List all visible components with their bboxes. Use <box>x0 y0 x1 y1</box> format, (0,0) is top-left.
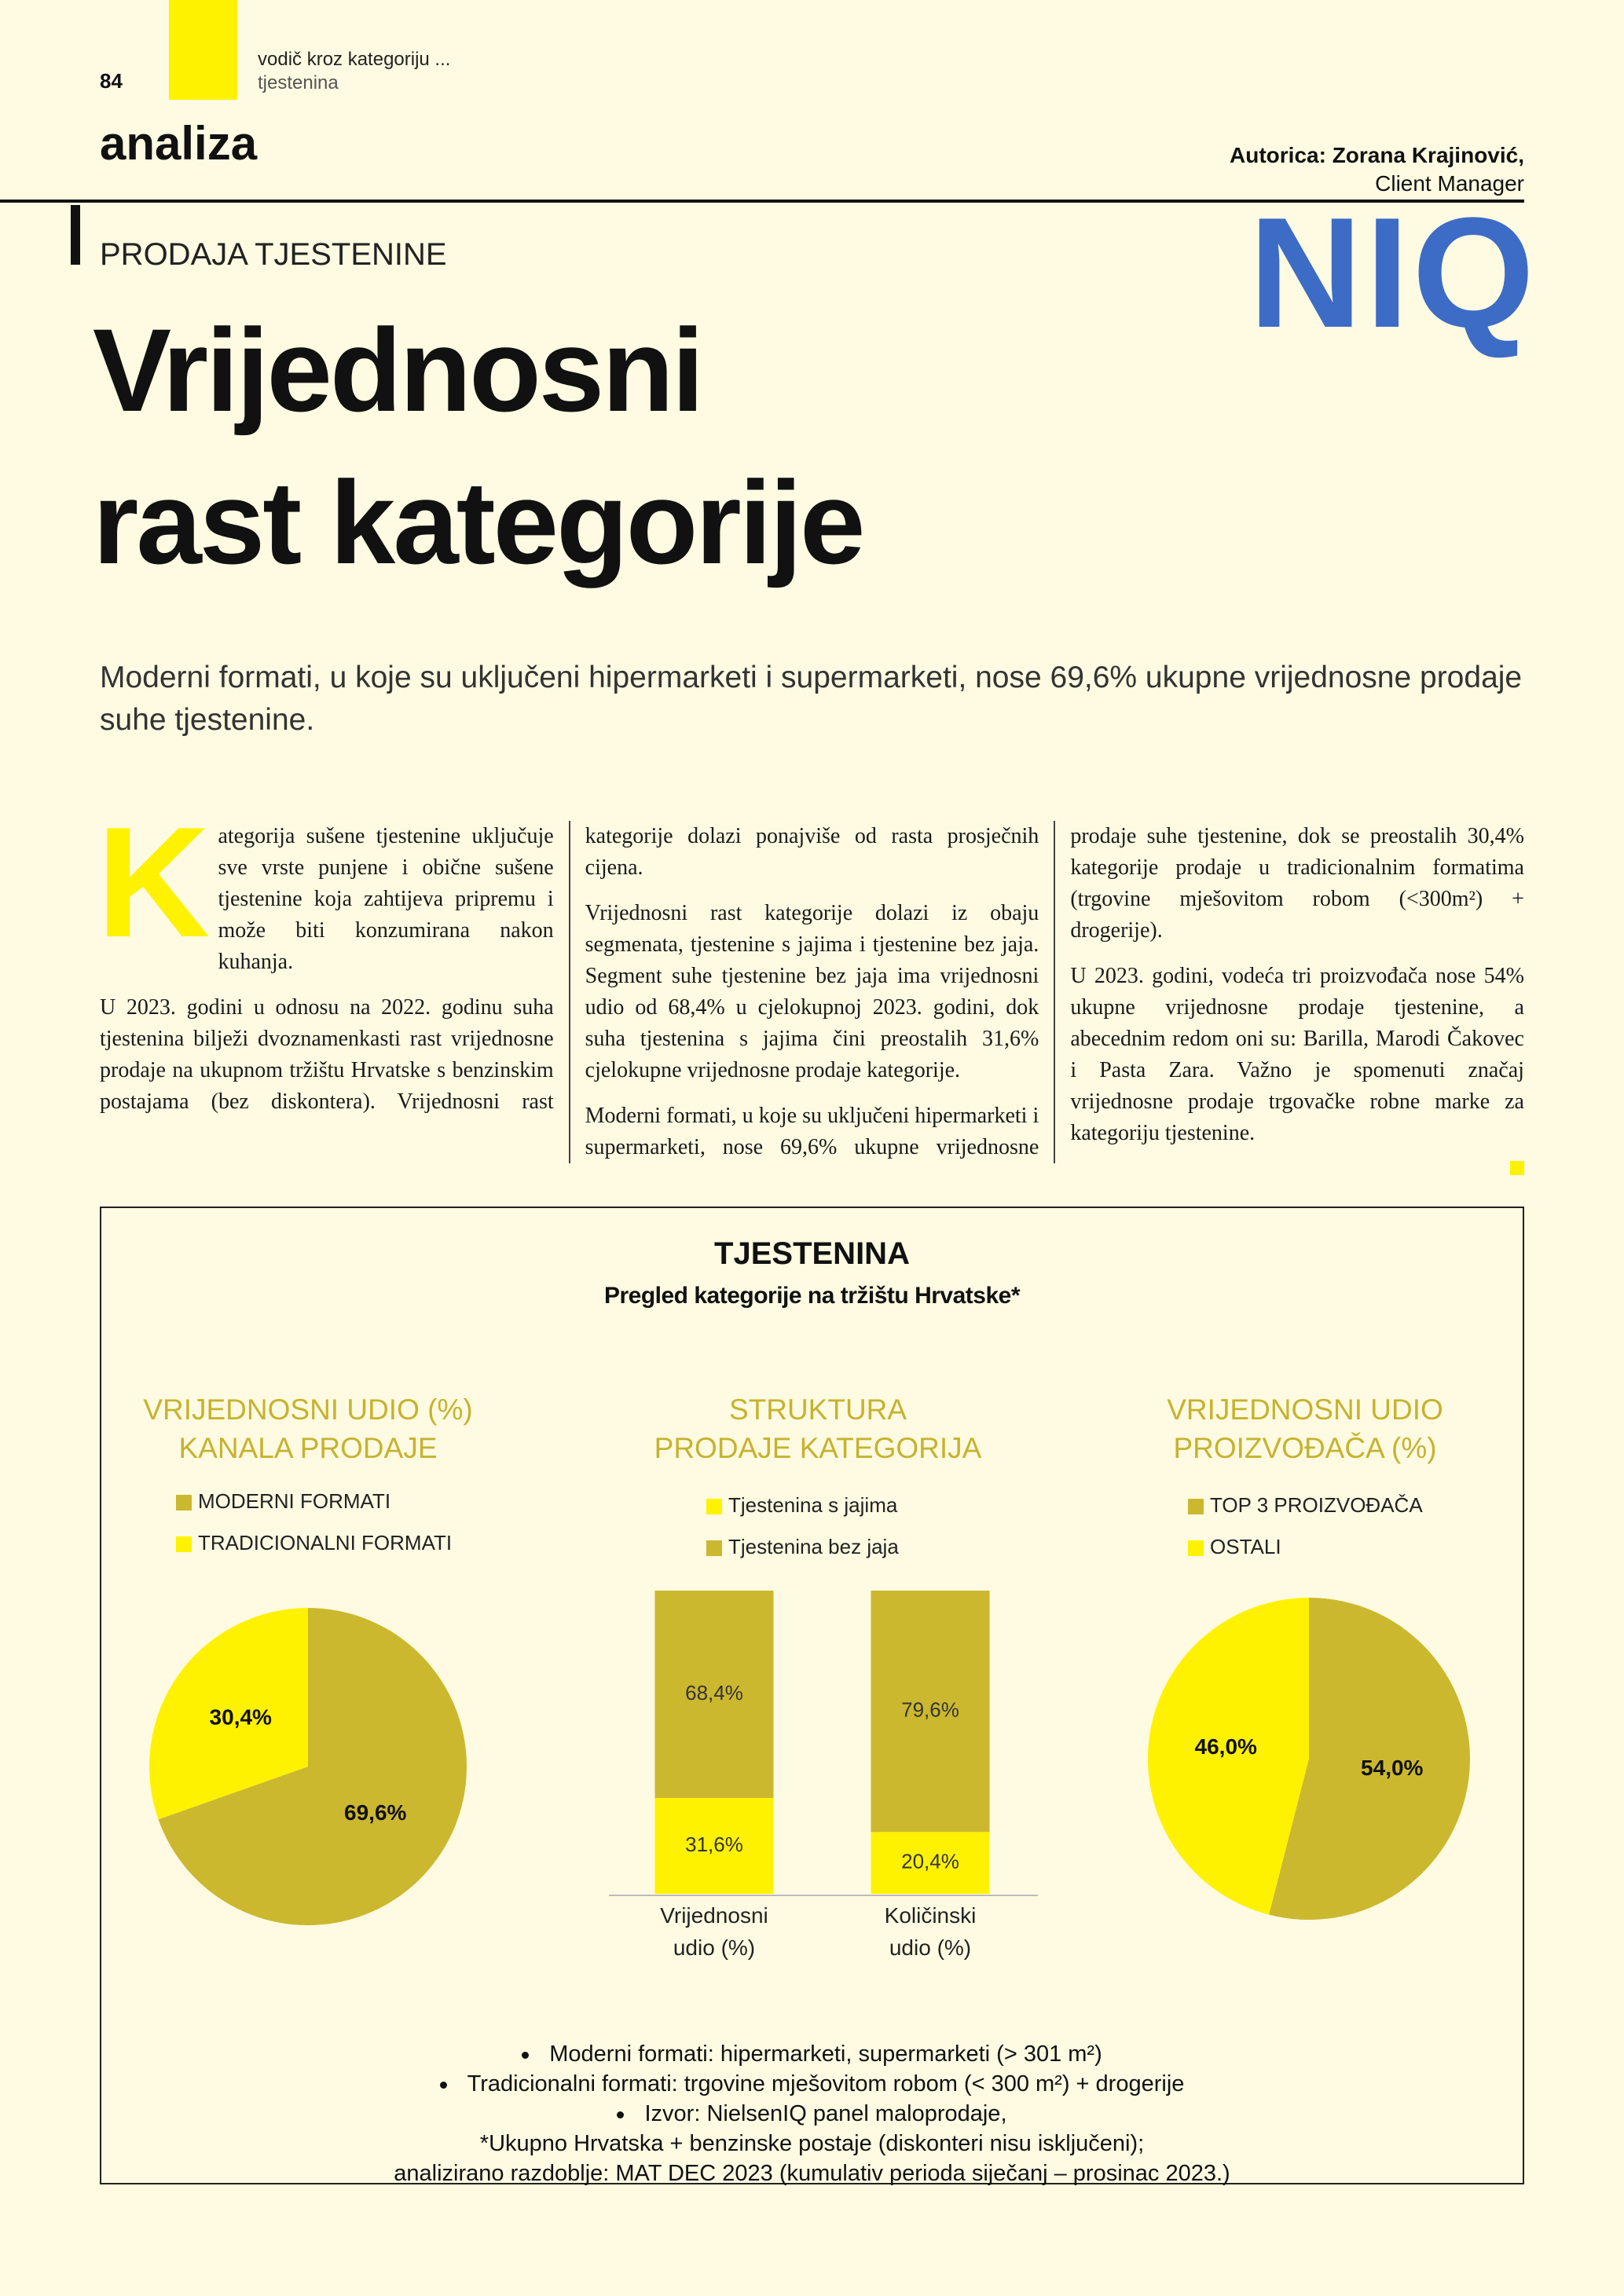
value-label: 79,6% <box>901 1698 959 1722</box>
headline: Vrijednosni rast kategorije <box>93 294 865 599</box>
value-label: 68,4% <box>685 1681 743 1705</box>
footnote: Moderni formati: hipermarketi, supermark… <box>100 2039 1524 2069</box>
pie-slice <box>1147 1598 1309 1915</box>
lead: Moderni formati, u koje su uključeni hip… <box>100 661 1523 737</box>
footnote: Tradicionalni formati: trgovine mješovit… <box>100 2069 1524 2099</box>
footnote: *Ukupno Hrvatska + benzinske postaje (di… <box>479 2131 1145 2156</box>
paragraph: U 2023. godini, vodeća tri proizvođača n… <box>1070 964 1524 1145</box>
legend-label: Tjestenina s jajima <box>728 1493 898 1517</box>
legend-label: Tjestenina bez jaja <box>728 1535 899 1558</box>
rule <box>0 200 1524 203</box>
bar-segment <box>871 1591 990 1833</box>
chart-title: VRIJEDNOSNI UDIO (%) <box>143 1393 472 1426</box>
value-label: 69,6% <box>344 1800 406 1825</box>
x-tick-label: Vrijednosni udio (%) <box>660 1903 768 1960</box>
legend-swatch <box>706 1540 722 1556</box>
kicker-bar <box>71 205 80 265</box>
value-label: 46,0% <box>1195 1734 1257 1759</box>
footnote-text: Moderni formati: hipermarketi, supermark… <box>549 2041 1102 2067</box>
category: analiza <box>100 117 258 170</box>
author-role: Client Manager <box>1375 171 1524 196</box>
figure-box <box>100 1207 1524 2184</box>
bullet <box>617 2111 625 2118</box>
section: vodič kroz kategoriju ... <box>258 49 451 70</box>
tab-marker <box>169 0 237 100</box>
bar-segment <box>654 1591 774 1799</box>
footnote-text: Tradicionalni formati: trgovine mješovit… <box>467 2071 1185 2096</box>
footnote-text: Izvor: NielsenIQ panel maloprodaje, <box>644 2101 1007 2126</box>
value-label: 30,4% <box>210 1705 272 1730</box>
value-label: 31,6% <box>685 1833 743 1856</box>
paragraph: Moderni formati, u koje su uključeni hip… <box>585 824 1524 1159</box>
chart-title: STRUKTURA <box>729 1393 907 1426</box>
subsection: tjestenina <box>258 72 339 93</box>
chart-title: KANALA PRODAJE <box>178 1432 437 1464</box>
x-tick-label: Količinski udio (%) <box>884 1903 977 1960</box>
logo: NIQ <box>1248 185 1538 361</box>
bullet <box>439 2081 447 2089</box>
chart-title: PROIZVOĐAČA (%) <box>1173 1432 1436 1464</box>
footnotes: Moderni formati: hipermarketi, supermark… <box>100 2039 1524 2188</box>
chart-title: PRODAJE KATEGORIJA <box>654 1432 982 1464</box>
legend-swatch <box>706 1499 722 1514</box>
paragraph: Vrijednosni rast kategorije dolazi iz ob… <box>585 901 1039 1082</box>
bullet <box>522 2051 530 2059</box>
drop-cap: K <box>97 795 211 970</box>
value-label: 20,4% <box>901 1850 959 1873</box>
headline-line: rast kategorije <box>93 456 865 588</box>
legend-label: TRADICIONALNI FORMATI <box>198 1531 452 1554</box>
pie-slice <box>158 1608 467 1925</box>
figure-title: TJESTENINA <box>714 1236 910 1271</box>
legend-label: OSTALI <box>1210 1535 1281 1558</box>
value-label: 54,0% <box>1361 1756 1423 1780</box>
kicker: PRODAJA TJESTENINE <box>100 237 447 272</box>
end-mark <box>1510 1161 1524 1175</box>
legend-swatch <box>176 1536 192 1552</box>
chart-title: VRIJEDNOSNI UDIO <box>1167 1393 1443 1426</box>
footnote: Izvor: NielsenIQ panel maloprodaje, <box>100 2099 1524 2129</box>
bar-segment <box>654 1798 774 1894</box>
legend-label: TOP 3 PROIZVOĐAČA <box>1210 1493 1423 1517</box>
legend-swatch <box>176 1495 192 1511</box>
pie-slice <box>1269 1598 1471 1920</box>
author: Autorica: Zorana Krajinović, <box>1230 143 1524 167</box>
figure-subtitle: Pregled kategorije na tržištu Hrvatske* <box>603 1283 1021 1309</box>
legend-swatch <box>1188 1540 1204 1556</box>
headline-line: Vrijednosni <box>93 304 705 436</box>
bar-segment <box>871 1832 990 1894</box>
legend-label: MODERNI FORMATI <box>198 1489 390 1513</box>
footnote: analizirano razdoblje: MAT DEC 2023 (kum… <box>394 2161 1230 2186</box>
page-number: 84 <box>100 69 123 93</box>
paragraph-text: ategorija sušene tjestenine uključuje sv… <box>218 824 554 974</box>
pie-slice <box>149 1608 308 1820</box>
paragraph: U 2023. godini u odnosu na 2022. godinu … <box>100 824 1039 1114</box>
legend-swatch <box>1188 1499 1204 1514</box>
